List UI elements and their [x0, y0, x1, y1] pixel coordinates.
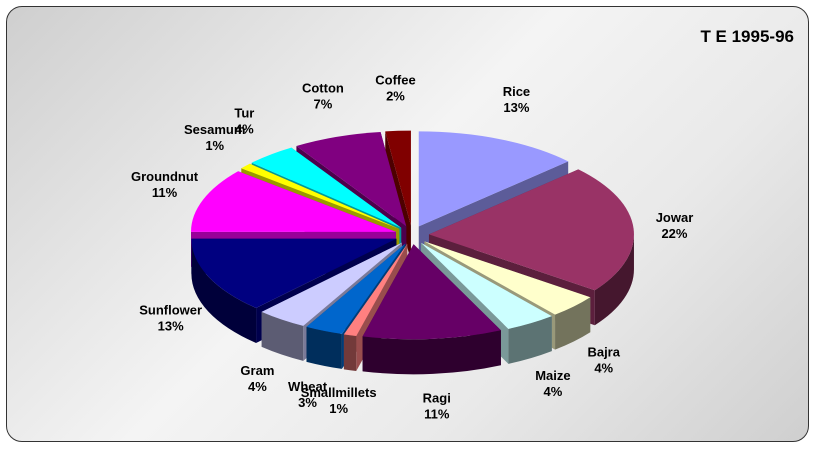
slice-tur: [251, 147, 402, 228]
slice-side-gram: [261, 311, 304, 361]
label-ragi: Ragi 11%: [423, 390, 451, 421]
chart-area: T E 1995-96 Rice 13% Jowar 22% Bajra 4% Maize 4…: [6, 6, 809, 442]
slice-side-maize: [508, 316, 552, 364]
slice-side-wheat: [306, 326, 342, 369]
slice-wheat: [306, 243, 406, 334]
pie-chart: Rice 13% Jowar 22% Bajra 4% Maize 4% Ragi 11% Smal…: [131, 72, 693, 421]
label-cotton: Cotton 7%: [302, 81, 344, 112]
slice-labels: Rice 13% Jowar 22% Bajra 4% Maize 4% Ragi 11% Smal…: [131, 72, 693, 421]
slice-cotton: [296, 131, 407, 227]
slice-maize: [421, 242, 552, 329]
label-sesamum: Sesamum 1%: [184, 122, 245, 153]
slice-coffee: [385, 130, 411, 226]
slice-gram: [261, 242, 403, 326]
label-maize: Maize 4%: [535, 368, 570, 399]
label-gram: Gram 4%: [240, 363, 274, 394]
pie-tops: [191, 130, 634, 340]
slice-side-sunflower: [191, 238, 257, 343]
slice-jowar: [428, 169, 634, 291]
slice-side-smallmillets: [343, 334, 357, 371]
label-smallmillets: Smallmillets 1%: [301, 385, 377, 416]
label-bajra: Bajra 4%: [587, 345, 620, 376]
slice-groundnut: [191, 171, 397, 232]
label-coffee: Coffee 2%: [375, 72, 415, 103]
slice-sesamum: [241, 163, 400, 229]
label-sunflower: Sunflower 13%: [139, 302, 202, 333]
label-tur: Tur 4%: [234, 106, 254, 137]
slice-ragi: [362, 244, 501, 340]
label-wheat: Wheat 3%: [288, 379, 328, 410]
slice-side-ragi: [362, 330, 501, 375]
slice-wall-smallmillets: [343, 243, 408, 370]
slice-side-jowar: [594, 234, 634, 326]
chart-title: T E 1995-96: [700, 27, 794, 46]
label-jowar: Jowar 22%: [656, 210, 694, 241]
slice-smallmillets: [343, 243, 408, 336]
label-rice: Rice 13%: [503, 84, 530, 115]
slice-bajra: [424, 241, 591, 315]
slice-rice: [418, 131, 569, 227]
slice-side-bajra: [555, 297, 591, 350]
label-groundnut: Groundnut 11%: [131, 169, 199, 200]
slice-sunflower: [191, 238, 397, 308]
